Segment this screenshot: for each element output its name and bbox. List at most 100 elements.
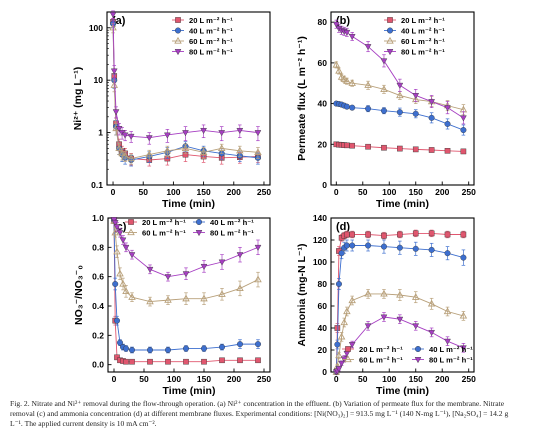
- data-point: [340, 318, 349, 326]
- legend-label: 20 L m⁻² h⁻¹: [401, 16, 445, 25]
- series-triangle-down: [332, 19, 467, 125]
- series-line: [113, 220, 258, 363]
- data-point: [428, 114, 435, 121]
- data-point: [119, 237, 127, 244]
- data-point: [121, 132, 129, 139]
- data-point: [364, 323, 372, 330]
- data-point: [146, 347, 153, 354]
- data-point: [115, 144, 123, 152]
- data-point: [444, 148, 451, 154]
- data-point: [182, 345, 189, 352]
- legend-label: 40 L m⁻² h⁻¹: [429, 345, 473, 354]
- caption-line-3: L⁻¹. The applied current density is 10 m…: [10, 419, 157, 429]
- data-point: [411, 293, 420, 300]
- y-tick-label: 120: [313, 235, 327, 245]
- series-square: [333, 141, 467, 155]
- legend-marker: [415, 346, 422, 353]
- x-axis-label: Time (min): [376, 385, 429, 397]
- data-point: [348, 296, 356, 304]
- caption-line-1: Fig. 2. Nitrate and Ni²⁺ removal during …: [10, 399, 505, 408]
- data-point: [113, 224, 121, 231]
- series-line: [112, 14, 258, 139]
- y-tick-label: 80: [318, 17, 328, 27]
- legend-marker: [195, 230, 203, 237]
- data-point: [147, 358, 153, 365]
- y-tick-label: 10: [94, 75, 104, 85]
- data-point: [397, 145, 403, 152]
- legend-label: 60 L m⁻² h⁻¹: [189, 37, 233, 46]
- data-point: [122, 287, 130, 294]
- data-point: [201, 358, 207, 365]
- legend-marker: [174, 36, 182, 44]
- y-tick-label: 0.6: [92, 272, 104, 282]
- data-point: [332, 21, 340, 28]
- x-tick-label: 0: [334, 374, 339, 384]
- data-point: [182, 294, 190, 302]
- data-point: [113, 247, 121, 255]
- data-point: [349, 242, 356, 249]
- x-tick-label: 200: [227, 187, 241, 197]
- data-point: [412, 110, 419, 117]
- data-point: [348, 342, 356, 349]
- data-point: [200, 294, 208, 302]
- y-tick-label: 100: [89, 23, 103, 33]
- data-point: [335, 281, 342, 288]
- x-tick-label: 100: [382, 187, 396, 197]
- data-point: [349, 142, 355, 149]
- data-point: [428, 330, 435, 337]
- data-point: [343, 242, 350, 249]
- series-line: [112, 27, 258, 159]
- data-point: [129, 358, 135, 365]
- data-point: [365, 105, 372, 112]
- panel-label: (c): [113, 221, 127, 233]
- data-point: [338, 250, 345, 257]
- x-tick-label: 50: [358, 374, 368, 384]
- series-line: [113, 220, 258, 351]
- data-point: [335, 351, 343, 359]
- legend-marker: [195, 218, 202, 225]
- legend-marker: [174, 27, 181, 34]
- y-tick-label: 0: [322, 367, 327, 377]
- x-tick-label: 0: [112, 374, 117, 384]
- x-tick-label: 100: [166, 187, 180, 197]
- panel-label: (d): [336, 221, 350, 233]
- data-point: [181, 144, 190, 152]
- legend-label: 40 L m⁻² h⁻¹: [210, 218, 254, 227]
- data-point: [380, 314, 388, 321]
- data-point: [110, 217, 118, 224]
- data-point: [380, 85, 388, 92]
- data-point: [348, 34, 356, 41]
- y-tick-label: 20: [318, 139, 328, 149]
- series-circle: [333, 100, 467, 136]
- legend-marker: [175, 17, 181, 23]
- data-point: [380, 243, 387, 250]
- data-point: [145, 150, 154, 158]
- data-point: [460, 345, 467, 352]
- data-point: [123, 358, 129, 365]
- figure-caption: Fig. 2. Nitrate and Ni²⁺ removal during …: [10, 399, 546, 430]
- x-tick-label: 150: [409, 374, 423, 384]
- x-tick-label: 150: [197, 374, 211, 384]
- x-tick-label: 50: [138, 187, 148, 197]
- data-point: [444, 105, 451, 112]
- data-point: [200, 345, 207, 352]
- legend-label: 20 L m⁻² h⁻¹: [189, 16, 233, 25]
- data-point: [397, 231, 403, 238]
- x-tick-label: 250: [462, 187, 476, 197]
- y-axis-label: Ni²⁺ (mg L⁻¹): [72, 67, 84, 131]
- series-triangle-up: [332, 289, 468, 375]
- data-point: [236, 146, 244, 154]
- data-point: [116, 269, 124, 277]
- data-point: [460, 254, 467, 261]
- data-point: [343, 307, 351, 315]
- data-point: [332, 60, 341, 68]
- legend-marker: [387, 27, 394, 34]
- data-point: [255, 357, 261, 364]
- x-tick-label: 50: [139, 374, 149, 384]
- y-axis-label: Ammonia (mg-N L⁻¹): [296, 244, 308, 347]
- x-tick-label: 150: [409, 187, 423, 197]
- data-point: [444, 231, 451, 238]
- data-point: [338, 360, 345, 367]
- data-point: [199, 148, 208, 155]
- y-tick-label: 20: [318, 345, 328, 355]
